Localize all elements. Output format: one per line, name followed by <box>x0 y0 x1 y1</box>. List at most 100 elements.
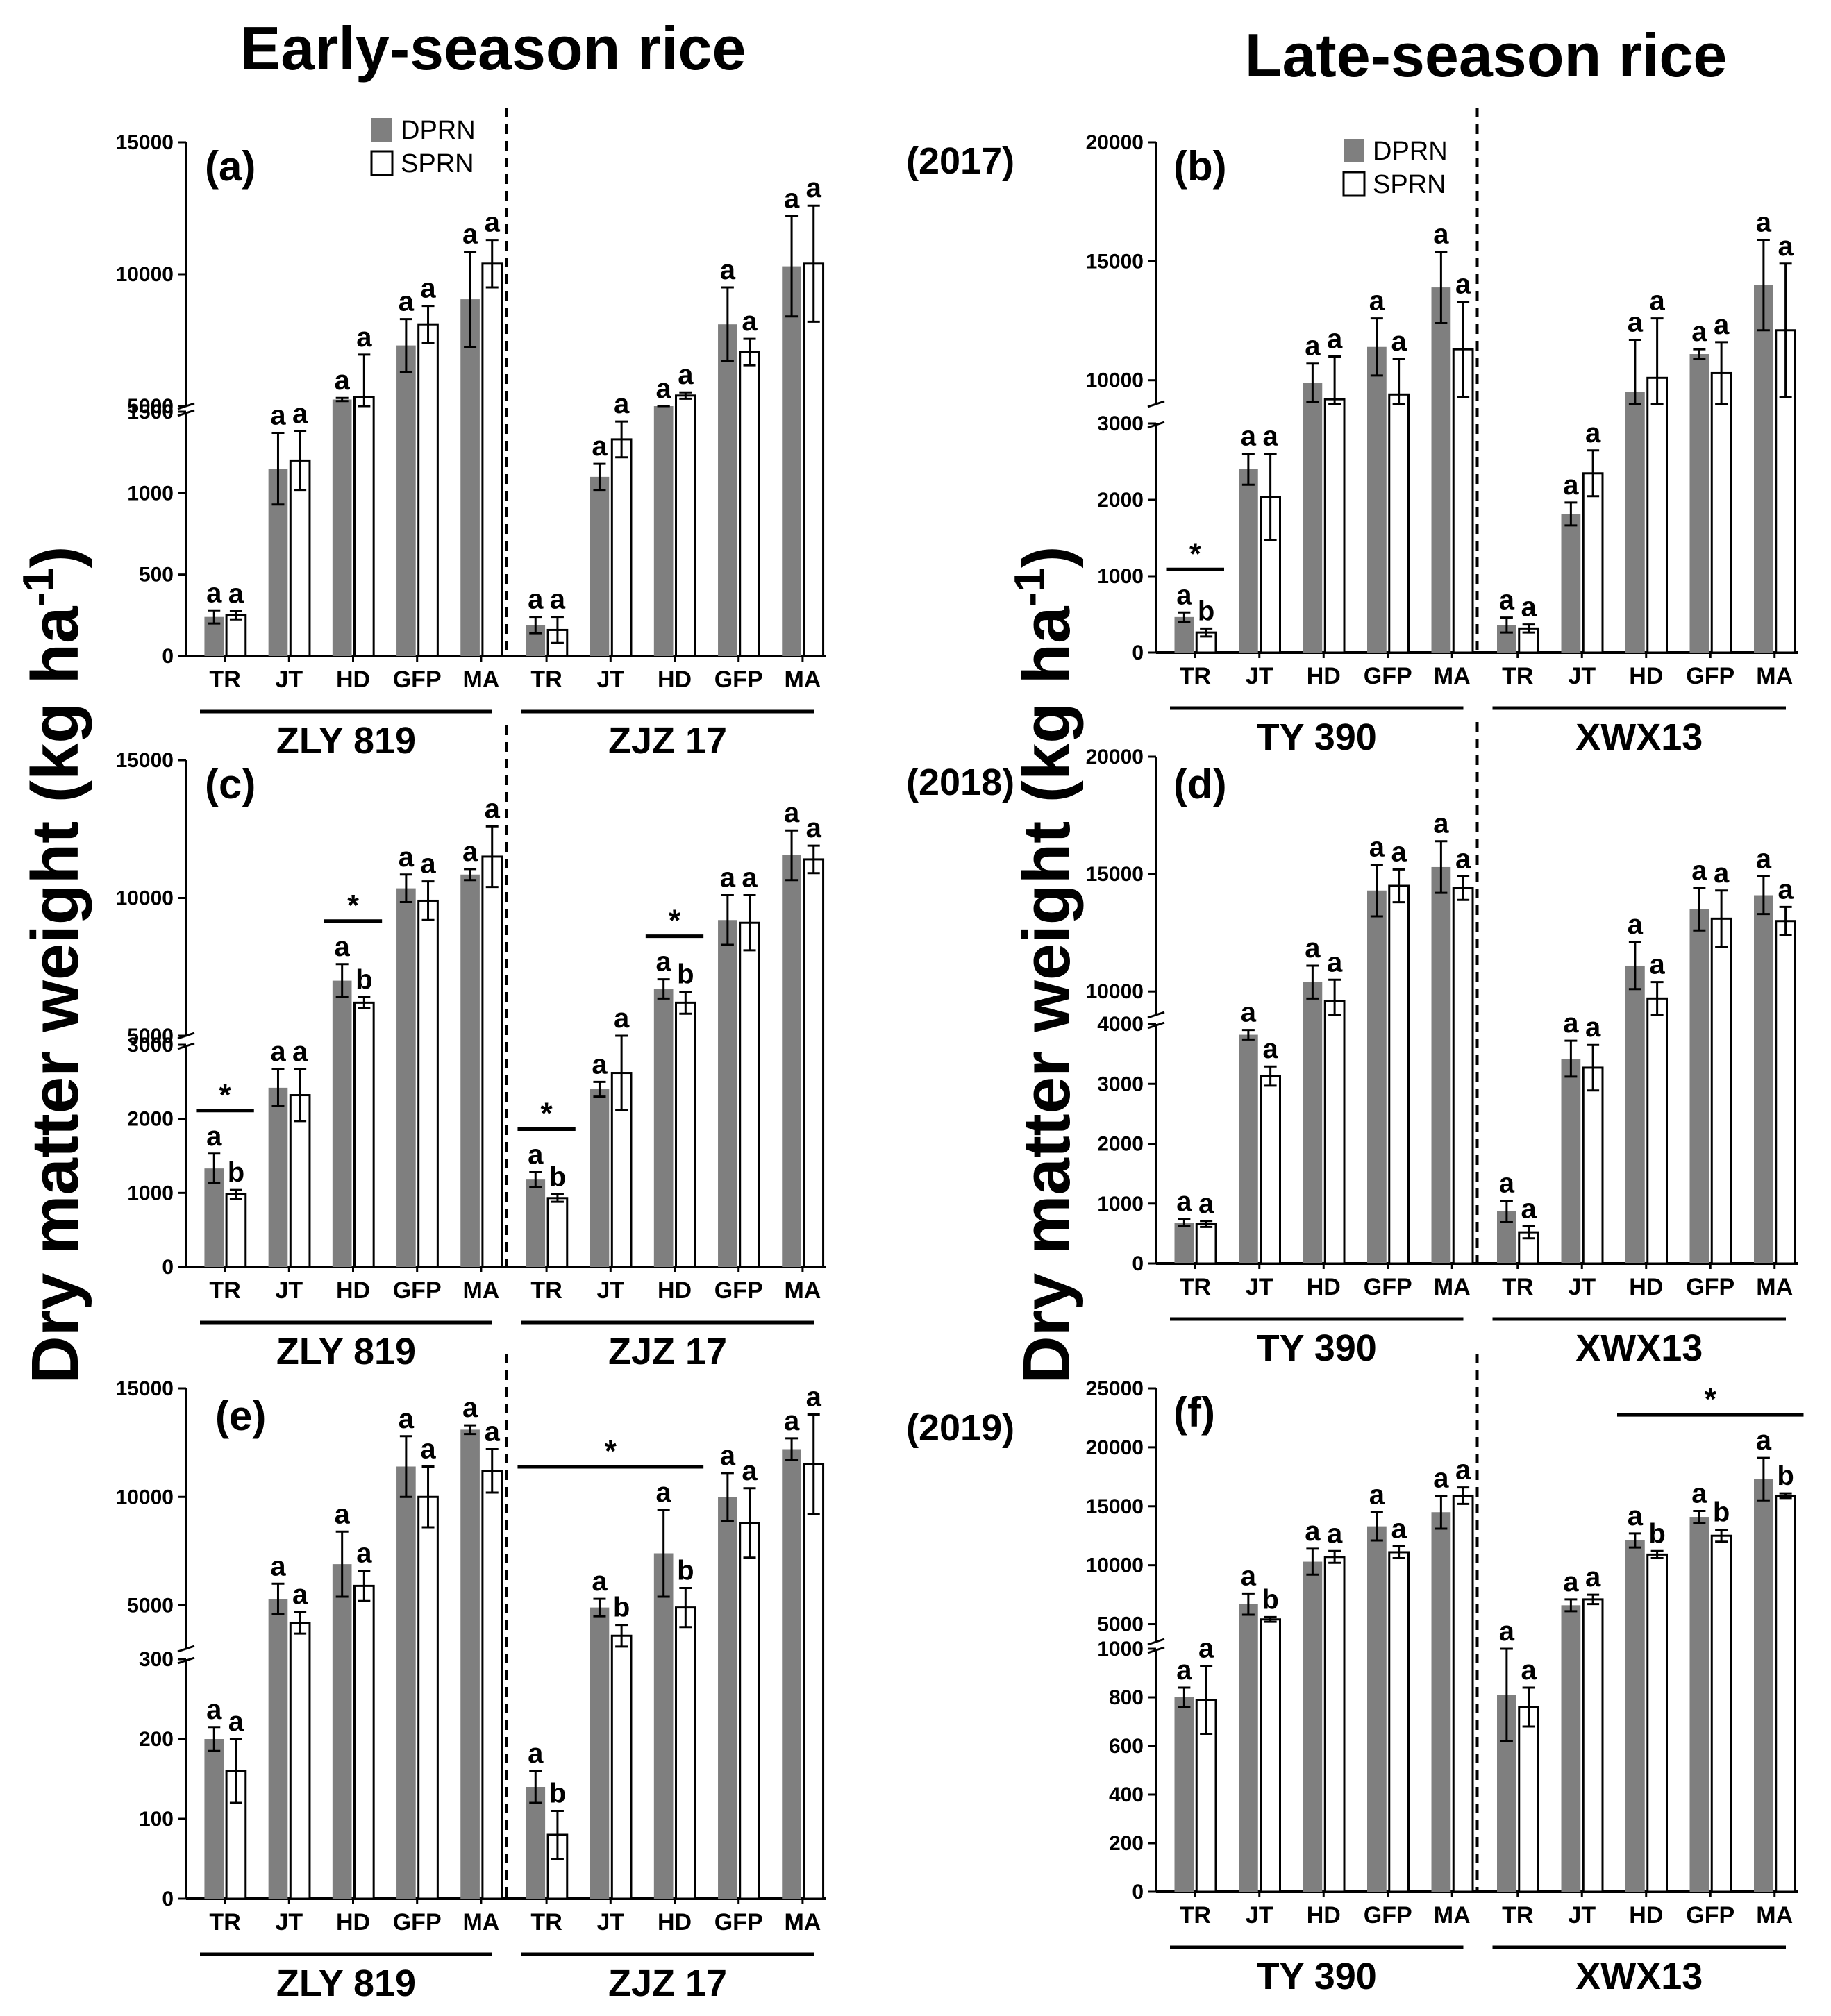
cultivar-label: TY 390 <box>1257 1956 1377 1997</box>
significance-letter: a <box>1563 1567 1579 1597</box>
bar-dprn <box>268 1599 288 1899</box>
significance-letter: a <box>206 578 222 608</box>
y-axis-title-right-close: ) <box>1010 546 1084 568</box>
bar-sprn <box>1452 1494 1474 1893</box>
bar-sprn <box>1452 348 1474 654</box>
panel-label: (a) <box>205 143 256 190</box>
bar-dprn <box>1561 1605 1581 1892</box>
significance-letter: a <box>806 173 822 203</box>
significance-letter: a <box>656 373 672 404</box>
significance-letter: a <box>784 798 800 828</box>
significance-letter: a <box>592 1566 608 1597</box>
y-tick-label: 10000 <box>1086 1554 1144 1577</box>
y-tick-label: 15000 <box>1086 250 1144 273</box>
bar-dprn <box>1754 285 1773 653</box>
y-tick-label: 1000 <box>1097 1638 1144 1661</box>
bar-sprn <box>803 858 825 1268</box>
panel-d: 0 1000 2000 3000 4000 10000 15000 20000 (d) TY 39… <box>1086 722 1798 1369</box>
y-tick-label: 20000 <box>1086 746 1144 768</box>
y-axis-title-left-exp: -1 <box>15 568 62 606</box>
significance-letter: a <box>1433 809 1449 839</box>
significance-letter: a <box>1391 837 1407 867</box>
significance-letter: a <box>335 932 351 962</box>
axis-break-mark <box>177 1042 195 1050</box>
significance-letter: a <box>592 431 608 462</box>
x-tick-label: HD <box>1307 1274 1341 1300</box>
year-label: (2017) <box>906 140 1014 182</box>
significance-star: * <box>1705 1382 1717 1416</box>
cultivar-label: ZLY 819 <box>276 1331 416 1372</box>
significance-letter: a <box>399 287 415 317</box>
significance-letter: a <box>335 365 351 396</box>
x-tick-label: HD <box>336 1909 370 1935</box>
y-axis-title-left-main: Dry matter weight (kg ha <box>18 606 92 1384</box>
x-tick-label: MA <box>1756 1902 1793 1929</box>
significance-letter: b <box>1648 1518 1665 1549</box>
bar-dprn <box>526 1787 546 1899</box>
bar-dprn <box>1239 469 1258 653</box>
y-tick-label: 200 <box>139 1728 174 1751</box>
x-tick-label: GFP <box>1686 1274 1734 1300</box>
y-tick-label: 0 <box>162 645 174 668</box>
x-tick-label: HD <box>658 666 692 693</box>
y-tick-label: 3000 <box>1097 412 1144 435</box>
y-tick-label: 3000 <box>127 1034 174 1057</box>
cultivar-label: ZLY 819 <box>276 720 416 762</box>
significance-letter: a <box>1369 1479 1385 1510</box>
significance-letter: a <box>720 255 736 285</box>
x-tick-label: TR <box>1502 663 1533 689</box>
y-tick-label: 1000 <box>1097 1193 1144 1216</box>
significance-letter: a <box>420 849 436 880</box>
bar-sprn <box>289 1094 311 1268</box>
bar-sprn <box>1323 1000 1346 1265</box>
bar-dprn <box>1431 1512 1451 1892</box>
significance-letter: a <box>1756 208 1772 238</box>
bar-sprn <box>610 438 633 657</box>
bar-sprn <box>1582 1598 1604 1893</box>
year-label: (2018) <box>906 762 1014 803</box>
cultivar-label: TY 390 <box>1257 716 1377 758</box>
y-tick-label: 15000 <box>1086 863 1144 886</box>
y-tick-label: 10000 <box>116 887 174 910</box>
header-late-season: Late-season rice <box>1245 21 1728 90</box>
bar-sprn <box>610 1634 633 1900</box>
significance-letter: b <box>549 1779 566 1809</box>
x-tick-label: JT <box>275 1909 303 1935</box>
y-tick-label: 0 <box>162 1256 174 1279</box>
y-tick-label: 20000 <box>1086 1436 1144 1459</box>
bar-sprn <box>1775 1494 1796 1893</box>
significance-letter: a <box>420 274 436 304</box>
significance-letter: a <box>292 1579 308 1610</box>
bar-sprn <box>1388 884 1410 1265</box>
bar-dprn <box>1239 1604 1258 1892</box>
bar-sprn <box>225 1193 247 1268</box>
x-tick-label: GFP <box>1364 1274 1412 1300</box>
y-tick-label: 100 <box>139 1808 174 1831</box>
x-tick-label: TR <box>209 1277 240 1304</box>
x-tick-label: HD <box>1307 663 1341 689</box>
significance-letter: a <box>399 842 415 873</box>
x-tick-label: TR <box>1180 663 1211 689</box>
significance-letter: a <box>462 1393 478 1423</box>
significance-star: * <box>1189 537 1202 571</box>
y-tick-label: 15000 <box>116 749 174 772</box>
significance-letter: a <box>1691 855 1707 886</box>
y-tick-label: 3000 <box>1097 1073 1144 1095</box>
y-tick-label: 1000 <box>1097 565 1144 588</box>
significance-star: * <box>347 889 360 923</box>
significance-letter: b <box>549 1161 566 1192</box>
bar-sprn <box>353 1001 375 1268</box>
significance-star: * <box>605 1434 617 1468</box>
x-tick-label: GFP <box>714 1909 763 1935</box>
bar-dprn <box>590 1089 610 1267</box>
bar-sprn <box>1452 887 1474 1265</box>
y-tick-label: 0 <box>162 1888 174 1910</box>
x-tick-label: GFP <box>393 1277 442 1304</box>
legend-swatch-dprn <box>1344 139 1364 162</box>
significance-letter: a <box>614 389 630 419</box>
x-tick-label: GFP <box>1364 663 1412 689</box>
cultivar-label: XWX13 <box>1575 1327 1703 1369</box>
bar-dprn <box>268 1087 288 1267</box>
bar-dprn <box>653 989 674 1267</box>
